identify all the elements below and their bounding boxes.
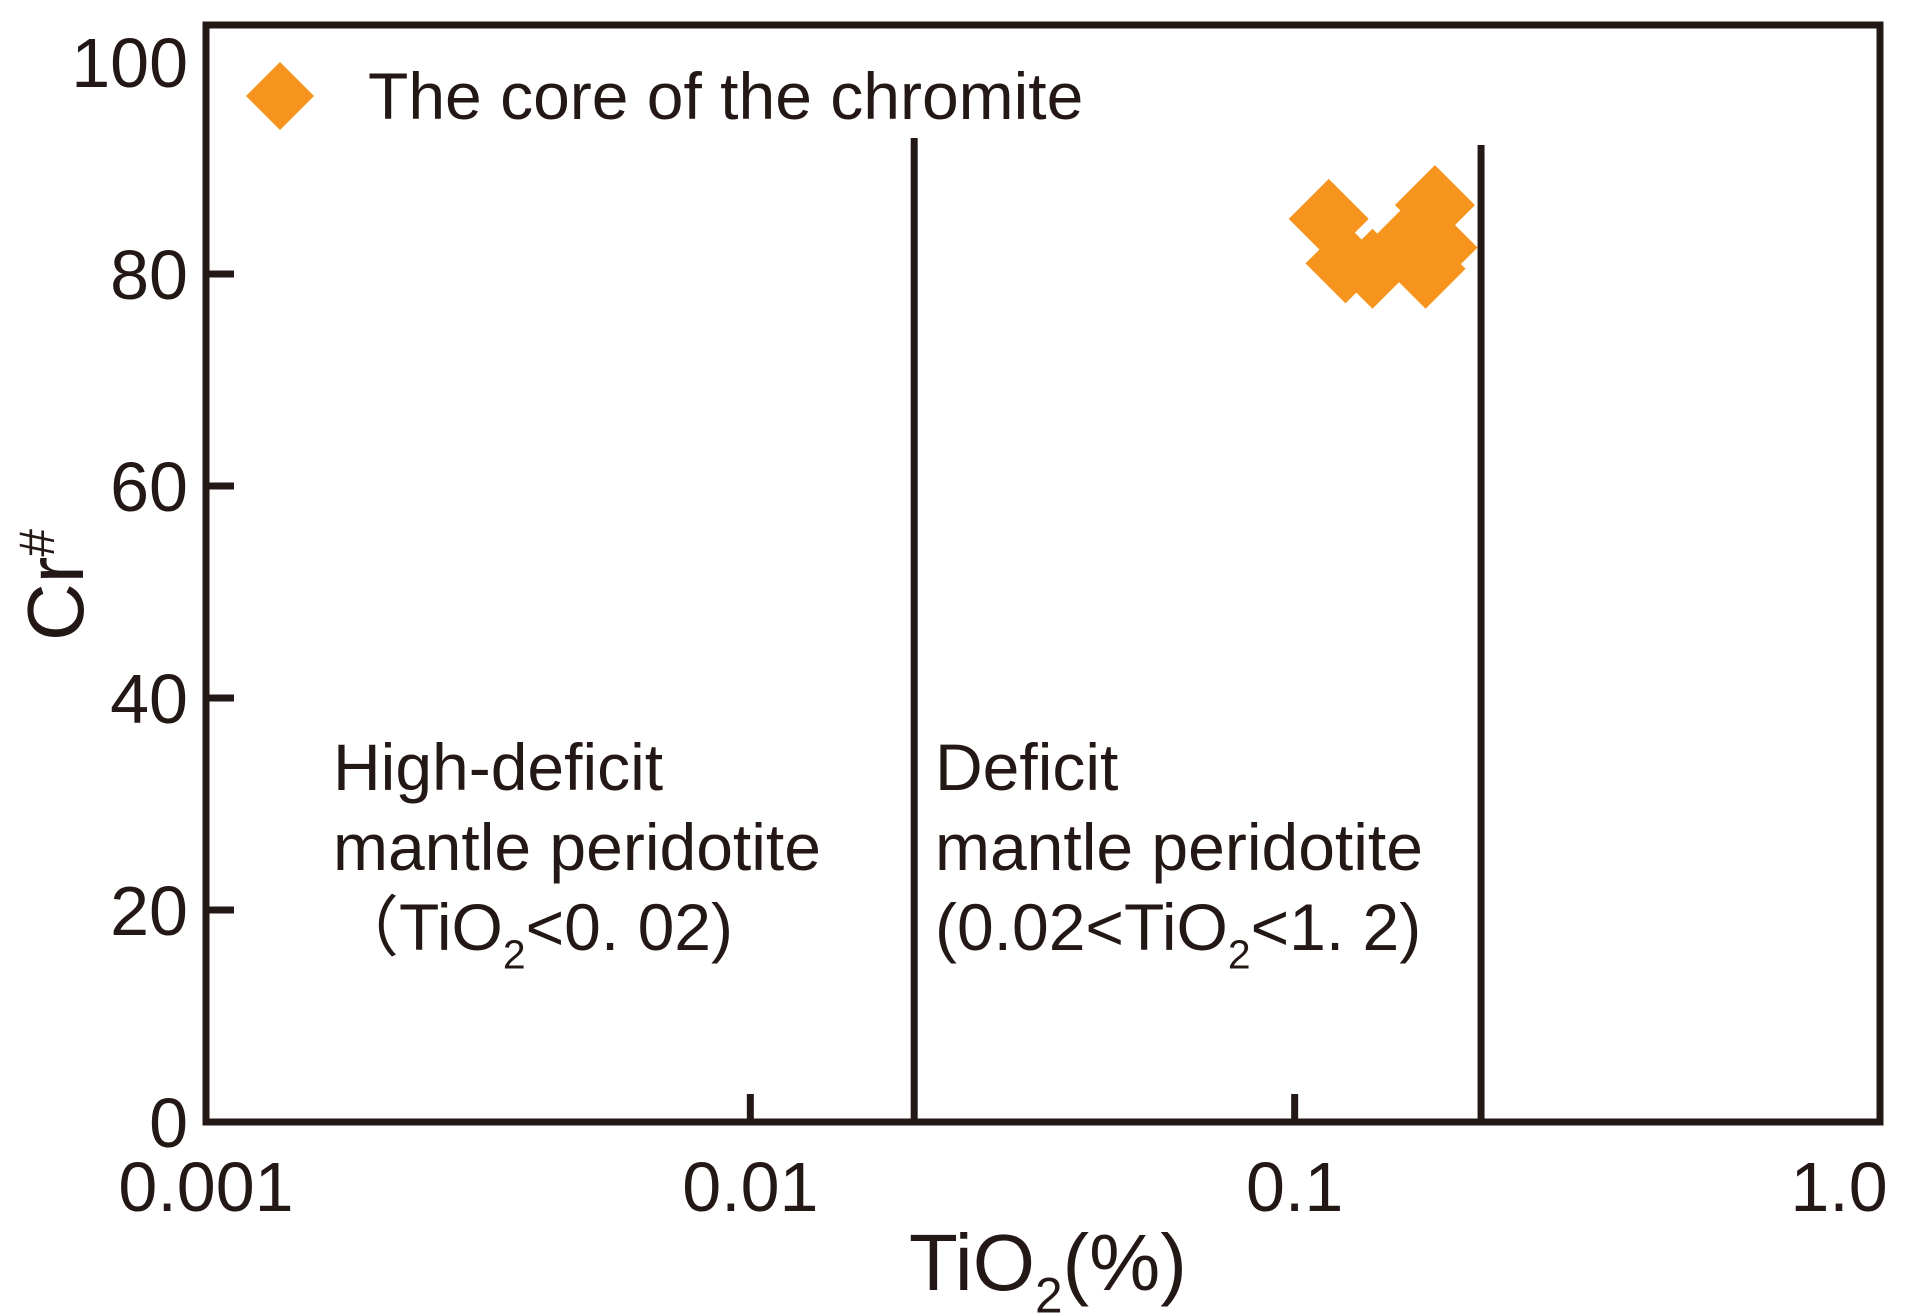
- region-label-high-deficit: mantle peridotite: [333, 810, 821, 884]
- y-axis-title: Cr#: [9, 529, 100, 641]
- legend-label: The core of the chromite: [368, 59, 1083, 133]
- data-point-diamond: [1385, 228, 1466, 309]
- plot-border: [202, 21, 1884, 1126]
- y-tick-label: 80: [110, 236, 188, 314]
- region-label-high-deficit: High-deficit: [333, 730, 663, 804]
- x-tick-label: 0.001: [118, 1148, 293, 1226]
- x-tick-label: 0.1: [1246, 1148, 1343, 1226]
- x-tick-label: 1.0: [1790, 1148, 1887, 1226]
- region-label-deficit: Deficit: [935, 730, 1118, 804]
- region-label-deficit: mantle peridotite: [935, 810, 1423, 884]
- y-tick-label: 40: [110, 660, 188, 738]
- region-label-deficit: (0.02<TiO2<1. 2): [935, 890, 1421, 977]
- y-tick-label: 0: [149, 1084, 188, 1162]
- y-tick-label: 20: [110, 872, 188, 950]
- x-tick-label: 0.01: [682, 1148, 818, 1226]
- region-label-high-deficit: （TiO2<0. 02): [333, 890, 733, 977]
- y-tick-label: 100: [71, 24, 188, 102]
- y-tick-label: 60: [110, 448, 188, 526]
- x-axis-title: TiO2(%): [909, 1218, 1187, 1315]
- data-point-diamond: [1332, 228, 1413, 309]
- legend-diamond-icon: [246, 62, 314, 130]
